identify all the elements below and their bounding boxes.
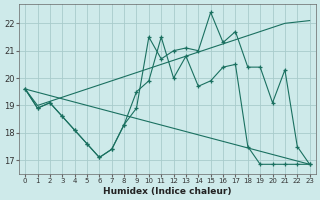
X-axis label: Humidex (Indice chaleur): Humidex (Indice chaleur) [103,187,232,196]
